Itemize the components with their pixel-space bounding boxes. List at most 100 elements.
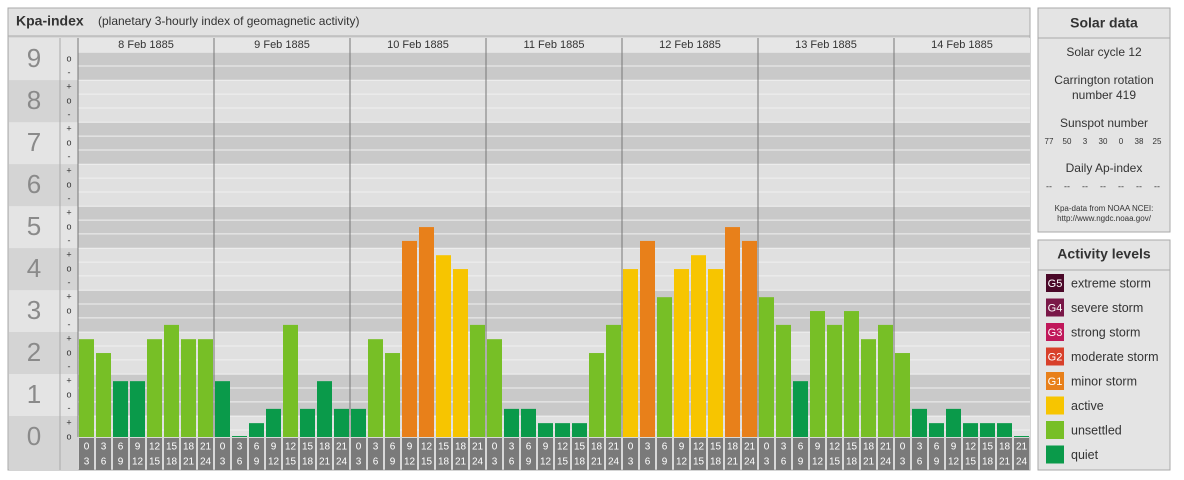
- minor-tick-label: o: [66, 431, 71, 441]
- label-band: [9, 164, 78, 207]
- minor-tick-label: -: [68, 235, 71, 245]
- ap-value: --: [1046, 181, 1052, 191]
- bar: [334, 408, 349, 437]
- minor-tick-label: -: [68, 277, 71, 287]
- minor-tick-label: -: [68, 361, 71, 371]
- hour-label: 24: [880, 457, 892, 468]
- hour-cell: [1014, 438, 1029, 470]
- hour-cell: [946, 438, 961, 470]
- bar: [623, 269, 638, 437]
- sunspot-title: Sunspot number: [1060, 116, 1148, 130]
- hour-label: 6: [373, 457, 379, 468]
- hour-label: 18: [710, 457, 722, 468]
- minor-tick-label: o: [66, 54, 71, 64]
- hour-label: 3: [492, 457, 498, 468]
- level-badge: G2: [1048, 351, 1063, 363]
- bar: [164, 324, 179, 437]
- hour-cell: [827, 438, 842, 470]
- label-band: [9, 38, 78, 81]
- ap-title: Daily Ap-index: [1066, 161, 1143, 175]
- hour-label: 3: [645, 442, 651, 453]
- activity-title: Activity levels: [1057, 246, 1151, 262]
- bar: [674, 269, 689, 437]
- label-band: [9, 248, 78, 291]
- hour-label: 3: [917, 442, 923, 453]
- y-tick-label: 2: [27, 337, 41, 367]
- hour-cell: [963, 438, 978, 470]
- label-band: [9, 332, 78, 375]
- minor-tick-label: +: [66, 208, 71, 218]
- hour-label: 12: [149, 442, 161, 453]
- hour-cell: [861, 438, 876, 470]
- date-label: 14 Feb 1885: [931, 39, 993, 51]
- date-header: [622, 38, 758, 52]
- hour-cell: [691, 438, 706, 470]
- hour-label: 24: [472, 457, 484, 468]
- sunspot-value: 0: [1119, 137, 1124, 146]
- sunspot-value: 50: [1063, 137, 1072, 146]
- hour-label: 21: [183, 457, 195, 468]
- bar: [538, 423, 553, 437]
- hour-label: 15: [693, 457, 705, 468]
- hour-label: 3: [84, 457, 90, 468]
- level-label: extreme storm: [1071, 276, 1151, 290]
- band: [78, 290, 1030, 333]
- bar: [317, 381, 332, 437]
- hour-label: 21: [1016, 442, 1028, 453]
- minor-tick-label: o: [66, 305, 71, 315]
- sunspot-value: 3: [1083, 137, 1088, 146]
- source-note: Kpa-data from NOAA NCEI:: [1055, 204, 1154, 213]
- hour-label: 15: [557, 457, 569, 468]
- hour-label: 12: [557, 442, 569, 453]
- hour-label: 18: [183, 442, 195, 453]
- hour-label: 9: [407, 442, 413, 453]
- hour-label: 6: [509, 457, 515, 468]
- hour-cell: [657, 438, 672, 470]
- hour-label: 15: [710, 442, 722, 453]
- bar: [266, 408, 281, 437]
- date-label: 13 Feb 1885: [795, 39, 857, 51]
- hour-label: 12: [965, 442, 977, 453]
- level-label: moderate storm: [1071, 350, 1159, 364]
- band: [78, 80, 1030, 123]
- hour-cell: [810, 438, 825, 470]
- hour-label: 0: [900, 442, 906, 453]
- hour-label: 21: [727, 457, 739, 468]
- bar: [895, 353, 910, 437]
- date-label: 12 Feb 1885: [659, 39, 721, 51]
- hour-label: 6: [254, 442, 260, 453]
- hour-label: 15: [982, 442, 994, 453]
- bar: [589, 353, 604, 437]
- hour-cell: [912, 438, 927, 470]
- date-header: [758, 38, 894, 52]
- hour-label: 12: [676, 457, 688, 468]
- hour-label: 15: [829, 457, 841, 468]
- hour-label: 15: [846, 442, 858, 453]
- bar: [1014, 436, 1029, 437]
- bar: [147, 339, 162, 437]
- bar: [657, 297, 672, 437]
- hour-label: 12: [404, 457, 416, 468]
- hour-label: 18: [846, 457, 858, 468]
- hour-cell: [283, 438, 298, 470]
- hour-cell: [776, 438, 791, 470]
- hour-cell: [232, 438, 247, 470]
- hour-label: 3: [781, 442, 787, 453]
- hour-label: 21: [880, 442, 892, 453]
- solar-cycle: Solar cycle 12: [1066, 45, 1142, 59]
- hour-label: 18: [999, 442, 1011, 453]
- bar: [385, 353, 400, 437]
- hour-cell: [606, 438, 621, 470]
- hour-label: 6: [645, 457, 651, 468]
- minor-tick-label: o: [66, 389, 71, 399]
- hour-cell: [79, 438, 94, 470]
- minor-tick-label: o: [66, 347, 71, 357]
- hour-label: 18: [982, 457, 994, 468]
- minor-tick-label: -: [68, 403, 71, 413]
- hour-label: 6: [662, 442, 668, 453]
- sunspot-value: 30: [1099, 137, 1108, 146]
- label-band: [9, 290, 78, 333]
- bar: [232, 436, 247, 437]
- hour-cell: [266, 438, 281, 470]
- hour-cell: [742, 438, 757, 470]
